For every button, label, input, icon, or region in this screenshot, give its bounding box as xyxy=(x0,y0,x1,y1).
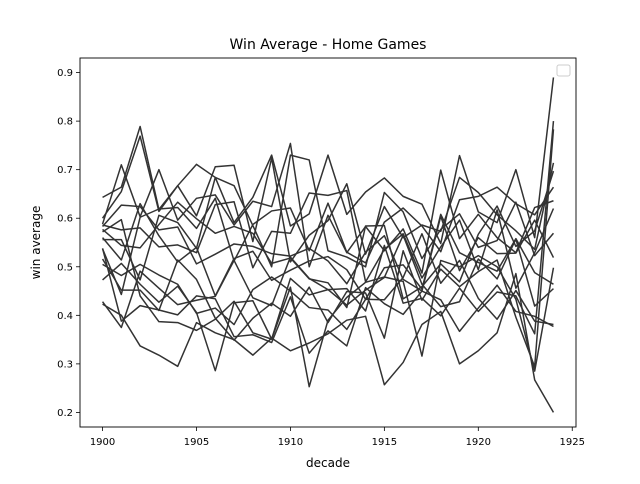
series-line-15 xyxy=(102,121,555,340)
x-axis: 1900 1905 1910 1915 1920 1925 xyxy=(90,427,585,448)
y-tick-label: 0.5 xyxy=(57,262,73,273)
y-tick-label: 0.9 xyxy=(57,68,73,79)
chart-title: Win Average - Home Games xyxy=(230,37,427,53)
x-tick-label: 1920 xyxy=(466,437,491,448)
x-tick-label: 1925 xyxy=(560,437,585,448)
y-tick-label: 0.2 xyxy=(57,408,73,419)
series-line-13 xyxy=(102,254,555,388)
series-line-11 xyxy=(101,248,554,354)
series-line-6 xyxy=(102,170,555,309)
series-line-7 xyxy=(102,189,555,289)
y-axis-label: win average xyxy=(29,206,43,280)
x-tick-label: 1915 xyxy=(372,437,397,448)
plot-area-frame xyxy=(79,57,577,428)
legend-box xyxy=(556,64,571,77)
series-layer xyxy=(101,77,555,413)
x-axis-label: decade xyxy=(306,456,350,470)
x-tick-label: 1905 xyxy=(184,437,209,448)
y-tick-label: 0.8 xyxy=(57,117,73,128)
series-line-12 xyxy=(102,272,555,413)
series-line-5 xyxy=(102,154,555,281)
y-tick-label: 0.6 xyxy=(57,214,73,225)
series-line-3 xyxy=(101,142,554,274)
series-line-2 xyxy=(101,135,555,263)
series-line-16 xyxy=(102,233,554,331)
y-tick-label: 0.3 xyxy=(57,359,73,370)
series-line-4 xyxy=(101,186,555,296)
y-tick-label: 0.7 xyxy=(57,165,73,176)
y-tick-label: 0.4 xyxy=(57,311,73,322)
series-line-14 xyxy=(101,129,555,368)
series-line-8 xyxy=(101,204,555,292)
x-tick-label: 1910 xyxy=(278,437,303,448)
y-axis: 0.2 0.3 0.4 0.5 0.6 0.7 0.8 0.9 xyxy=(57,68,80,419)
x-tick-label: 1900 xyxy=(90,437,115,448)
